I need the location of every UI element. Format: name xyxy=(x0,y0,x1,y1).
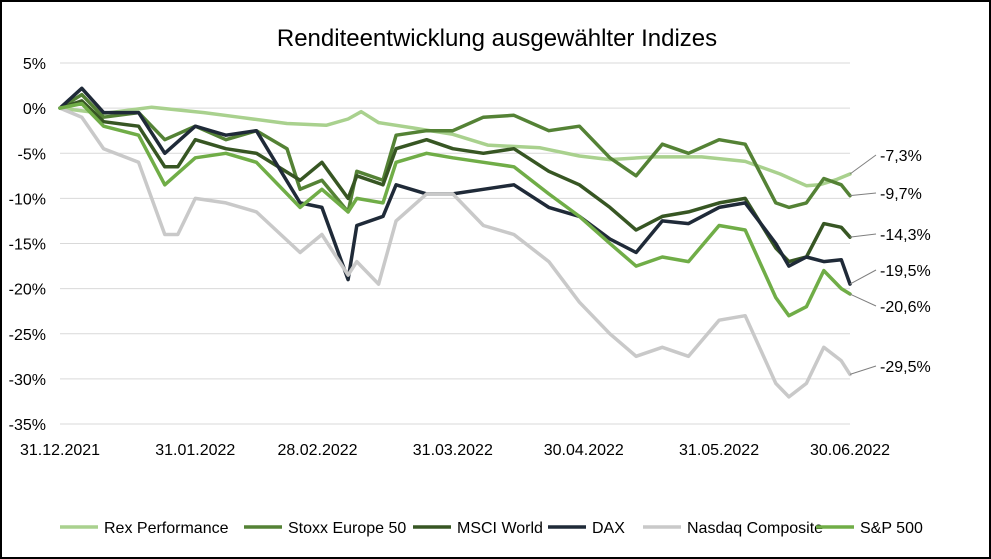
y-tick-label: -10% xyxy=(9,191,46,208)
end-label-nasdaq-composite: -29,5% xyxy=(880,359,931,376)
chart-title: Renditeentwicklung ausgewählter Indizes xyxy=(277,25,717,52)
y-axis-ticks: 5% 0% -5% -10% -15% -20% -25% -30% -35% xyxy=(9,56,46,434)
end-label-s-p-500: -20,6% xyxy=(880,299,931,316)
y-tick-label: -30% xyxy=(9,372,46,389)
end-label-leader xyxy=(849,293,877,307)
end-labels: -7,3% -9,7% -14,3% -19,5% -29,5% -20,6% xyxy=(849,148,931,376)
end-label-leader xyxy=(849,192,877,197)
x-tick-label: 30.04.2022 xyxy=(544,442,624,459)
end-label-dax: -19,5% xyxy=(880,263,931,280)
y-tick-label: -5% xyxy=(18,146,46,163)
x-tick-label: 31.01.2022 xyxy=(155,442,235,459)
x-axis-ticks: 31.12.2021 31.01.2022 28.02.2022 31.03.2022… xyxy=(20,442,890,459)
legend: Rex Performance Stoxx Europe 50 MSCI World… xyxy=(60,520,923,537)
end-label-leader xyxy=(849,269,877,285)
x-tick-label: 30.06.2022 xyxy=(810,442,890,459)
end-label-leader xyxy=(849,154,877,175)
y-tick-label: -25% xyxy=(9,327,46,344)
x-tick-label: 28.02.2022 xyxy=(277,442,357,459)
y-tick-label: -15% xyxy=(9,237,46,254)
legend-label-rex-performance: Rex Performance xyxy=(104,520,229,537)
series-line-msci-world xyxy=(58,99,852,264)
gridlines xyxy=(60,62,850,425)
series-line-s-p-500 xyxy=(58,101,852,318)
legend-label-dax: DAX xyxy=(592,520,625,537)
series-line-dax xyxy=(58,86,852,286)
end-label-leader xyxy=(849,365,877,375)
series-line-nasdaq-composite xyxy=(58,106,852,399)
x-tick-label: 31.12.2021 xyxy=(20,442,100,459)
legend-label-s-p-500: S&P 500 xyxy=(860,520,923,537)
end-label-stoxx-europe-50: -9,7% xyxy=(880,186,922,203)
x-tick-label: 31.05.2022 xyxy=(679,442,759,459)
legend-label-msci-world: MSCI World xyxy=(457,520,543,537)
end-label-msci-world: -14,3% xyxy=(880,227,931,244)
legend-label-stoxx-europe-50: Stoxx Europe 50 xyxy=(288,520,406,537)
y-tick-label: -35% xyxy=(9,417,46,434)
series-lines xyxy=(58,86,852,399)
series-line-rex-performance xyxy=(58,105,852,188)
y-tick-label: 0% xyxy=(23,101,46,118)
end-label-rex-performance: -7,3% xyxy=(880,148,922,165)
y-tick-label: -20% xyxy=(9,282,46,299)
end-label-leader xyxy=(849,233,877,238)
x-tick-label: 31.03.2022 xyxy=(413,442,493,459)
legend-label-nasdaq-composite: Nasdaq Composite xyxy=(687,520,823,537)
y-tick-label: 5% xyxy=(23,56,46,73)
